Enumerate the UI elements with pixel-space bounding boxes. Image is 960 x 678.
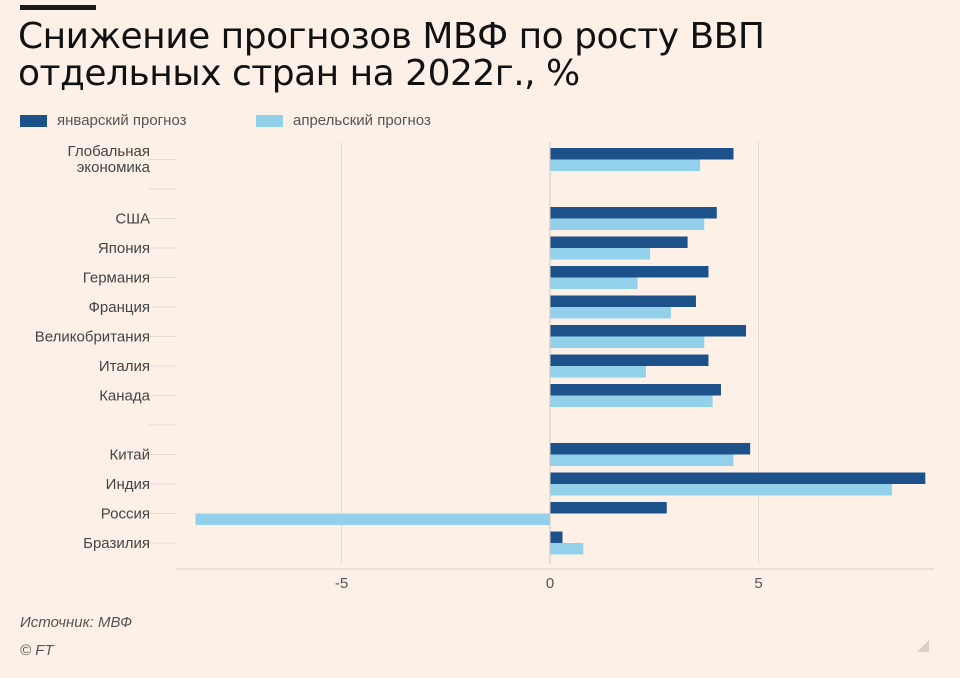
bar-april [550,307,671,319]
bar-january [550,325,746,337]
legend-swatch-january [20,115,47,127]
legend-swatch-april [256,115,283,127]
title-accent-rule [20,5,96,10]
bar-april [195,513,551,525]
y-category-label: Япония [98,240,150,257]
y-category-label: Германия [83,270,150,287]
bar-january [550,502,667,514]
bar-january [550,148,734,160]
bar-april [550,395,713,407]
bar-january [550,354,709,366]
bar-april [550,248,651,260]
bar-april [550,366,646,378]
bar-january [550,531,563,543]
bar-january [550,472,926,484]
y-category-label: США [115,211,150,228]
bar-april [550,454,734,466]
x-tick-label: 0 [546,575,554,592]
resize-corner-icon [917,640,929,652]
bar-april [550,484,892,496]
bar-january [550,295,696,307]
legend-label-april: апрельский прогноз [293,112,431,129]
y-category-label: экономика [77,159,151,176]
bar-april [550,336,705,348]
y-category-label: Китай [109,447,150,464]
x-tick-label: 5 [754,575,762,592]
y-category-label: Канада [99,388,150,405]
y-category-label: Франция [89,299,150,316]
bar-january [550,384,721,396]
bar-april [550,277,638,289]
y-category-label: Индия [106,476,150,493]
legend-label-january: январский прогноз [57,112,187,129]
chart-title: Снижение прогнозов МВФ по росту ВВП отде… [18,16,765,94]
bar-january [550,266,709,278]
bar-april [550,543,584,555]
bar-january [550,236,688,248]
bar-april [550,218,705,230]
bar-january [550,443,751,455]
y-category-label: Италия [99,358,150,375]
bar-january [550,207,717,219]
bar-april [550,159,701,171]
y-category-label: Великобритания [35,329,150,346]
copyright-note: © FT [20,642,54,659]
source-note: Источник: МВФ [20,614,133,631]
y-category-label: Россия [101,506,150,523]
x-tick-label: -5 [335,575,348,592]
y-category-label: Бразилия [83,535,150,552]
y-category-label: Глобальная [68,143,150,160]
